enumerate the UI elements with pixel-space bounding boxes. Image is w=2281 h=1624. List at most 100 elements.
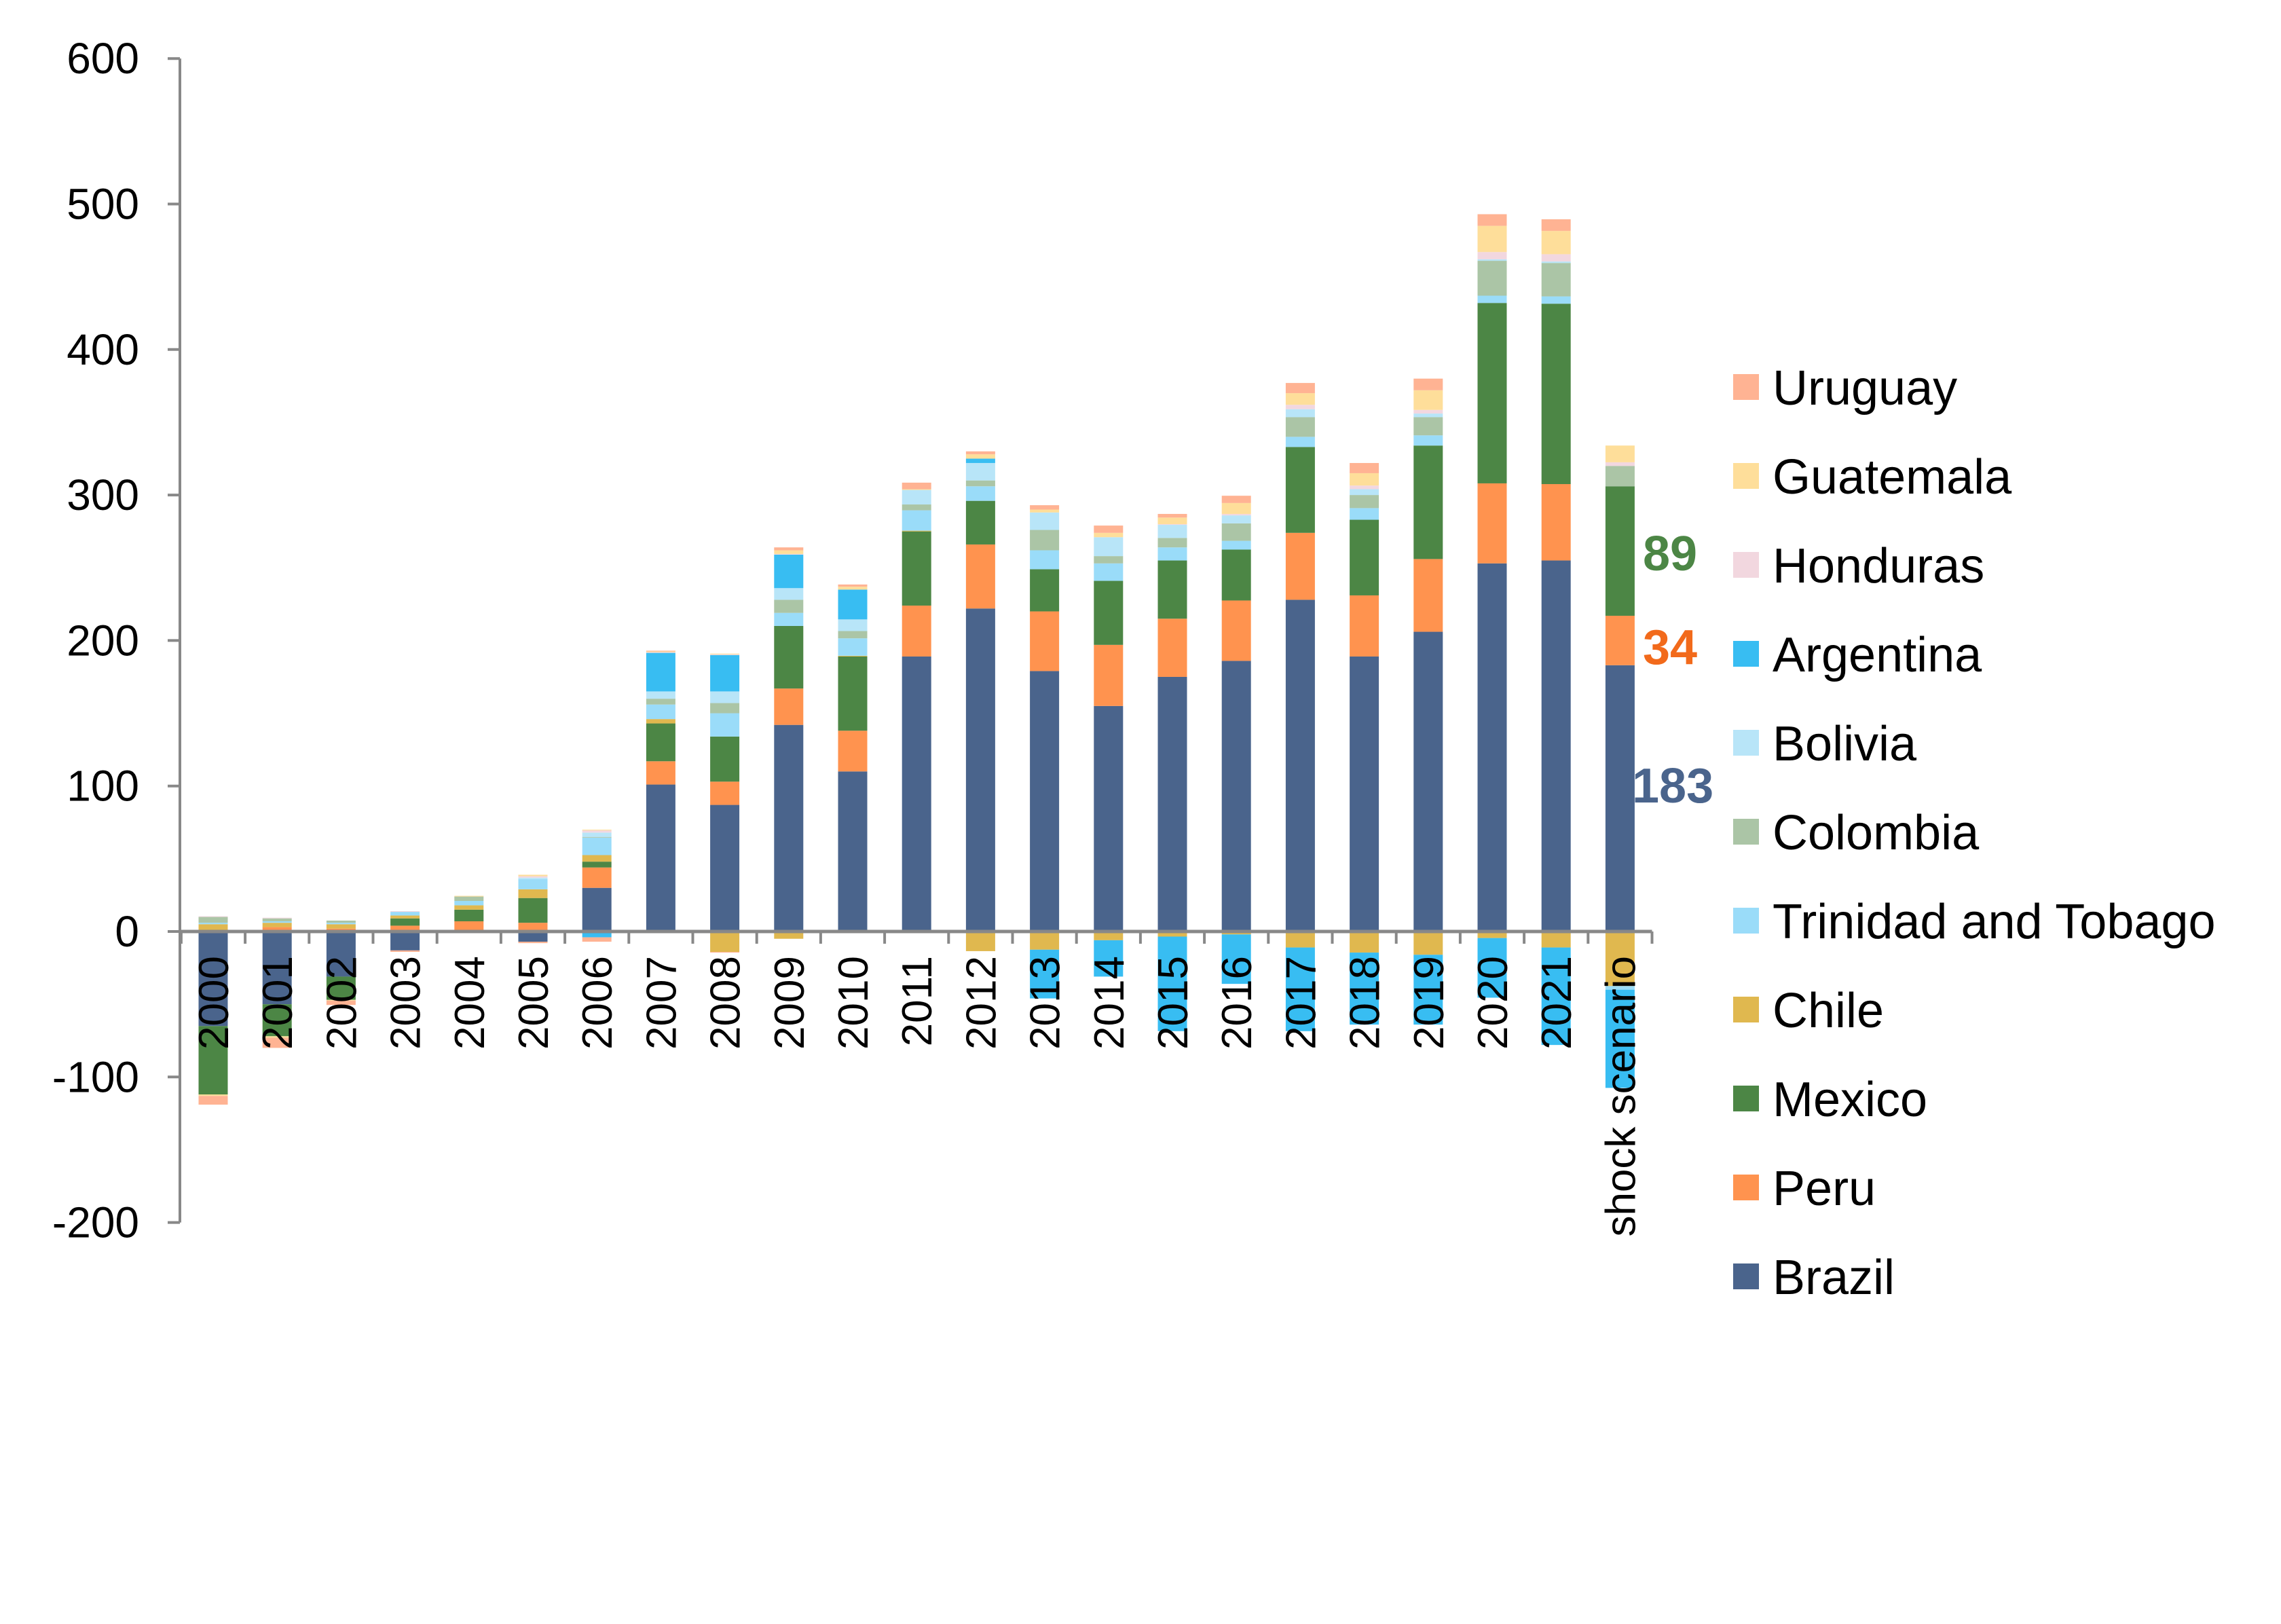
legend-item-trinidad-and-tobago: Trinidad and Tobago — [1733, 895, 2216, 949]
bar-trinidad-and-tobago-2009 — [774, 612, 804, 626]
x-category-label: 2001 — [255, 956, 301, 1050]
legend-label: Chile — [1773, 984, 1884, 1038]
bar-chile-2003 — [390, 915, 420, 919]
bar-brazil-2011 — [902, 656, 931, 931]
bar-trinidad-and-tobago-2008 — [710, 713, 740, 737]
bar-trinidad-and-tobago-2001 — [262, 921, 292, 923]
x-category-label: 2000 — [191, 956, 238, 1050]
bar-mexico-2021 — [1541, 303, 1571, 485]
bar-uruguay-2016 — [1221, 496, 1251, 503]
x-category-label: 2009 — [766, 956, 813, 1050]
legend-swatch — [1733, 997, 1759, 1022]
bar-mexico-2010 — [838, 656, 868, 731]
bar-colombia-2006 — [582, 836, 612, 838]
bar-bolivia-2021 — [1541, 261, 1571, 263]
x-category-label: 2002 — [318, 956, 365, 1050]
bar-chile-2020 — [1477, 931, 1507, 938]
bar-guatemala-2007 — [646, 651, 675, 652]
bar-colombia-2012 — [965, 480, 995, 487]
legend-swatch — [1733, 641, 1759, 667]
bar-chile-2002 — [326, 924, 356, 929]
bar-uruguay-2012 — [965, 451, 995, 455]
bar-mexico-2000 — [198, 1026, 228, 1095]
bar-uruguay-2017 — [1285, 383, 1315, 394]
bar-brazil-2016 — [1221, 661, 1251, 931]
bar-chile-2007 — [646, 719, 675, 724]
bar-argentina-2013 — [1030, 949, 1060, 999]
bar-chile-2000 — [198, 924, 228, 930]
bar-bolivia-2010 — [838, 619, 868, 631]
bar-brazil-2005 — [518, 931, 548, 942]
bar-chile-2017 — [1285, 931, 1315, 948]
bar-guatemala-2002 — [326, 999, 356, 1001]
bar-bolivia-2018 — [1350, 489, 1379, 496]
y-tick-label: 300 — [67, 470, 139, 519]
bar-trinidad-and-tobago-2011 — [902, 510, 931, 531]
x-category-label: 2015 — [1150, 956, 1197, 1050]
bar-uruguay-2019 — [1413, 378, 1443, 390]
x-category-label: 2007 — [638, 956, 685, 1050]
bar-colombia-2001 — [262, 918, 292, 921]
bar-chile-2010 — [838, 655, 868, 657]
bar-brazil-2013 — [1030, 671, 1060, 931]
bar-mexico-2007 — [646, 723, 675, 762]
bar-guatemala-2001 — [262, 1036, 292, 1038]
legend-label: Argentina — [1773, 628, 1982, 682]
bar-mexico-2006 — [582, 862, 612, 868]
bar-mexico-2019 — [1413, 445, 1443, 559]
bar-trinidad-and-tobago-2002 — [326, 923, 356, 925]
bar-guatemala-2000 — [198, 1094, 228, 1096]
bar-honduras-2020 — [1477, 252, 1507, 259]
bar-guatemala-2018 — [1350, 473, 1379, 486]
y-tick-label: 400 — [67, 325, 139, 374]
bar-mexico-2016 — [1221, 549, 1251, 601]
bar-honduras-2005 — [518, 876, 548, 878]
bar-colombia-2004 — [454, 896, 484, 901]
legend-item-mexico: Mexico — [1733, 1073, 1927, 1127]
x-category-label: 2016 — [1214, 956, 1261, 1050]
bar-uruguay-2002 — [326, 1000, 356, 1005]
y-tick-label: 100 — [67, 762, 139, 811]
bar-peru-2018 — [1350, 595, 1379, 657]
y-tick-label: -200 — [52, 1198, 139, 1247]
bar-brazil-2018 — [1350, 656, 1379, 931]
bar-bolivia-2012 — [965, 462, 995, 481]
bar-uruguay-2020 — [1477, 214, 1507, 226]
y-tick-label: 200 — [67, 616, 139, 665]
bar-peru-2003 — [390, 925, 420, 931]
bar-trinidad-and-tobago-2013 — [1030, 550, 1060, 570]
bar-uruguay-2007 — [646, 650, 675, 652]
bar-trinidad-and-tobago-2021 — [1541, 296, 1571, 304]
bar-honduras-2009 — [774, 553, 804, 555]
bar-argentina-2009 — [774, 554, 804, 589]
bar-chile-2004 — [454, 905, 484, 910]
y-tick-label: -100 — [52, 1052, 139, 1101]
y-tick-label: 0 — [115, 907, 139, 956]
legend-swatch — [1733, 374, 1759, 400]
bar-brazil-2006 — [582, 887, 612, 931]
bar-trinidad-and-tobago-shock-scenario — [1605, 986, 1635, 990]
bar-uruguay-2001 — [262, 1037, 292, 1048]
legend-item-bolivia: Bolivia — [1733, 717, 1917, 771]
legend-label: Colombia — [1773, 806, 1980, 860]
legend-swatch — [1733, 730, 1759, 756]
bar-argentina-shock-scenario — [1605, 989, 1635, 1088]
bar-argentina-2006 — [582, 931, 612, 938]
bar-uruguay-2006 — [582, 937, 612, 942]
bar-bolivia-2013 — [1030, 512, 1060, 530]
bar-peru-2009 — [774, 688, 804, 725]
x-category-label: 2014 — [1086, 956, 1133, 1050]
legend-label: Guatemala — [1773, 450, 2012, 504]
bar-uruguay-2010 — [838, 584, 868, 587]
bar-chile-2009 — [774, 931, 804, 939]
bar-colombia-2014 — [1094, 556, 1124, 564]
bar-mexico-2004 — [454, 909, 484, 921]
bar-uruguay-2005 — [518, 942, 548, 944]
x-category-label: 2003 — [383, 956, 430, 1050]
bar-brazil-2014 — [1094, 705, 1124, 931]
bar-colombia-2000 — [198, 917, 228, 923]
x-category-label: 2018 — [1342, 956, 1389, 1050]
bar-colombia-2015 — [1157, 538, 1187, 548]
bar-chile-2005 — [518, 889, 548, 898]
